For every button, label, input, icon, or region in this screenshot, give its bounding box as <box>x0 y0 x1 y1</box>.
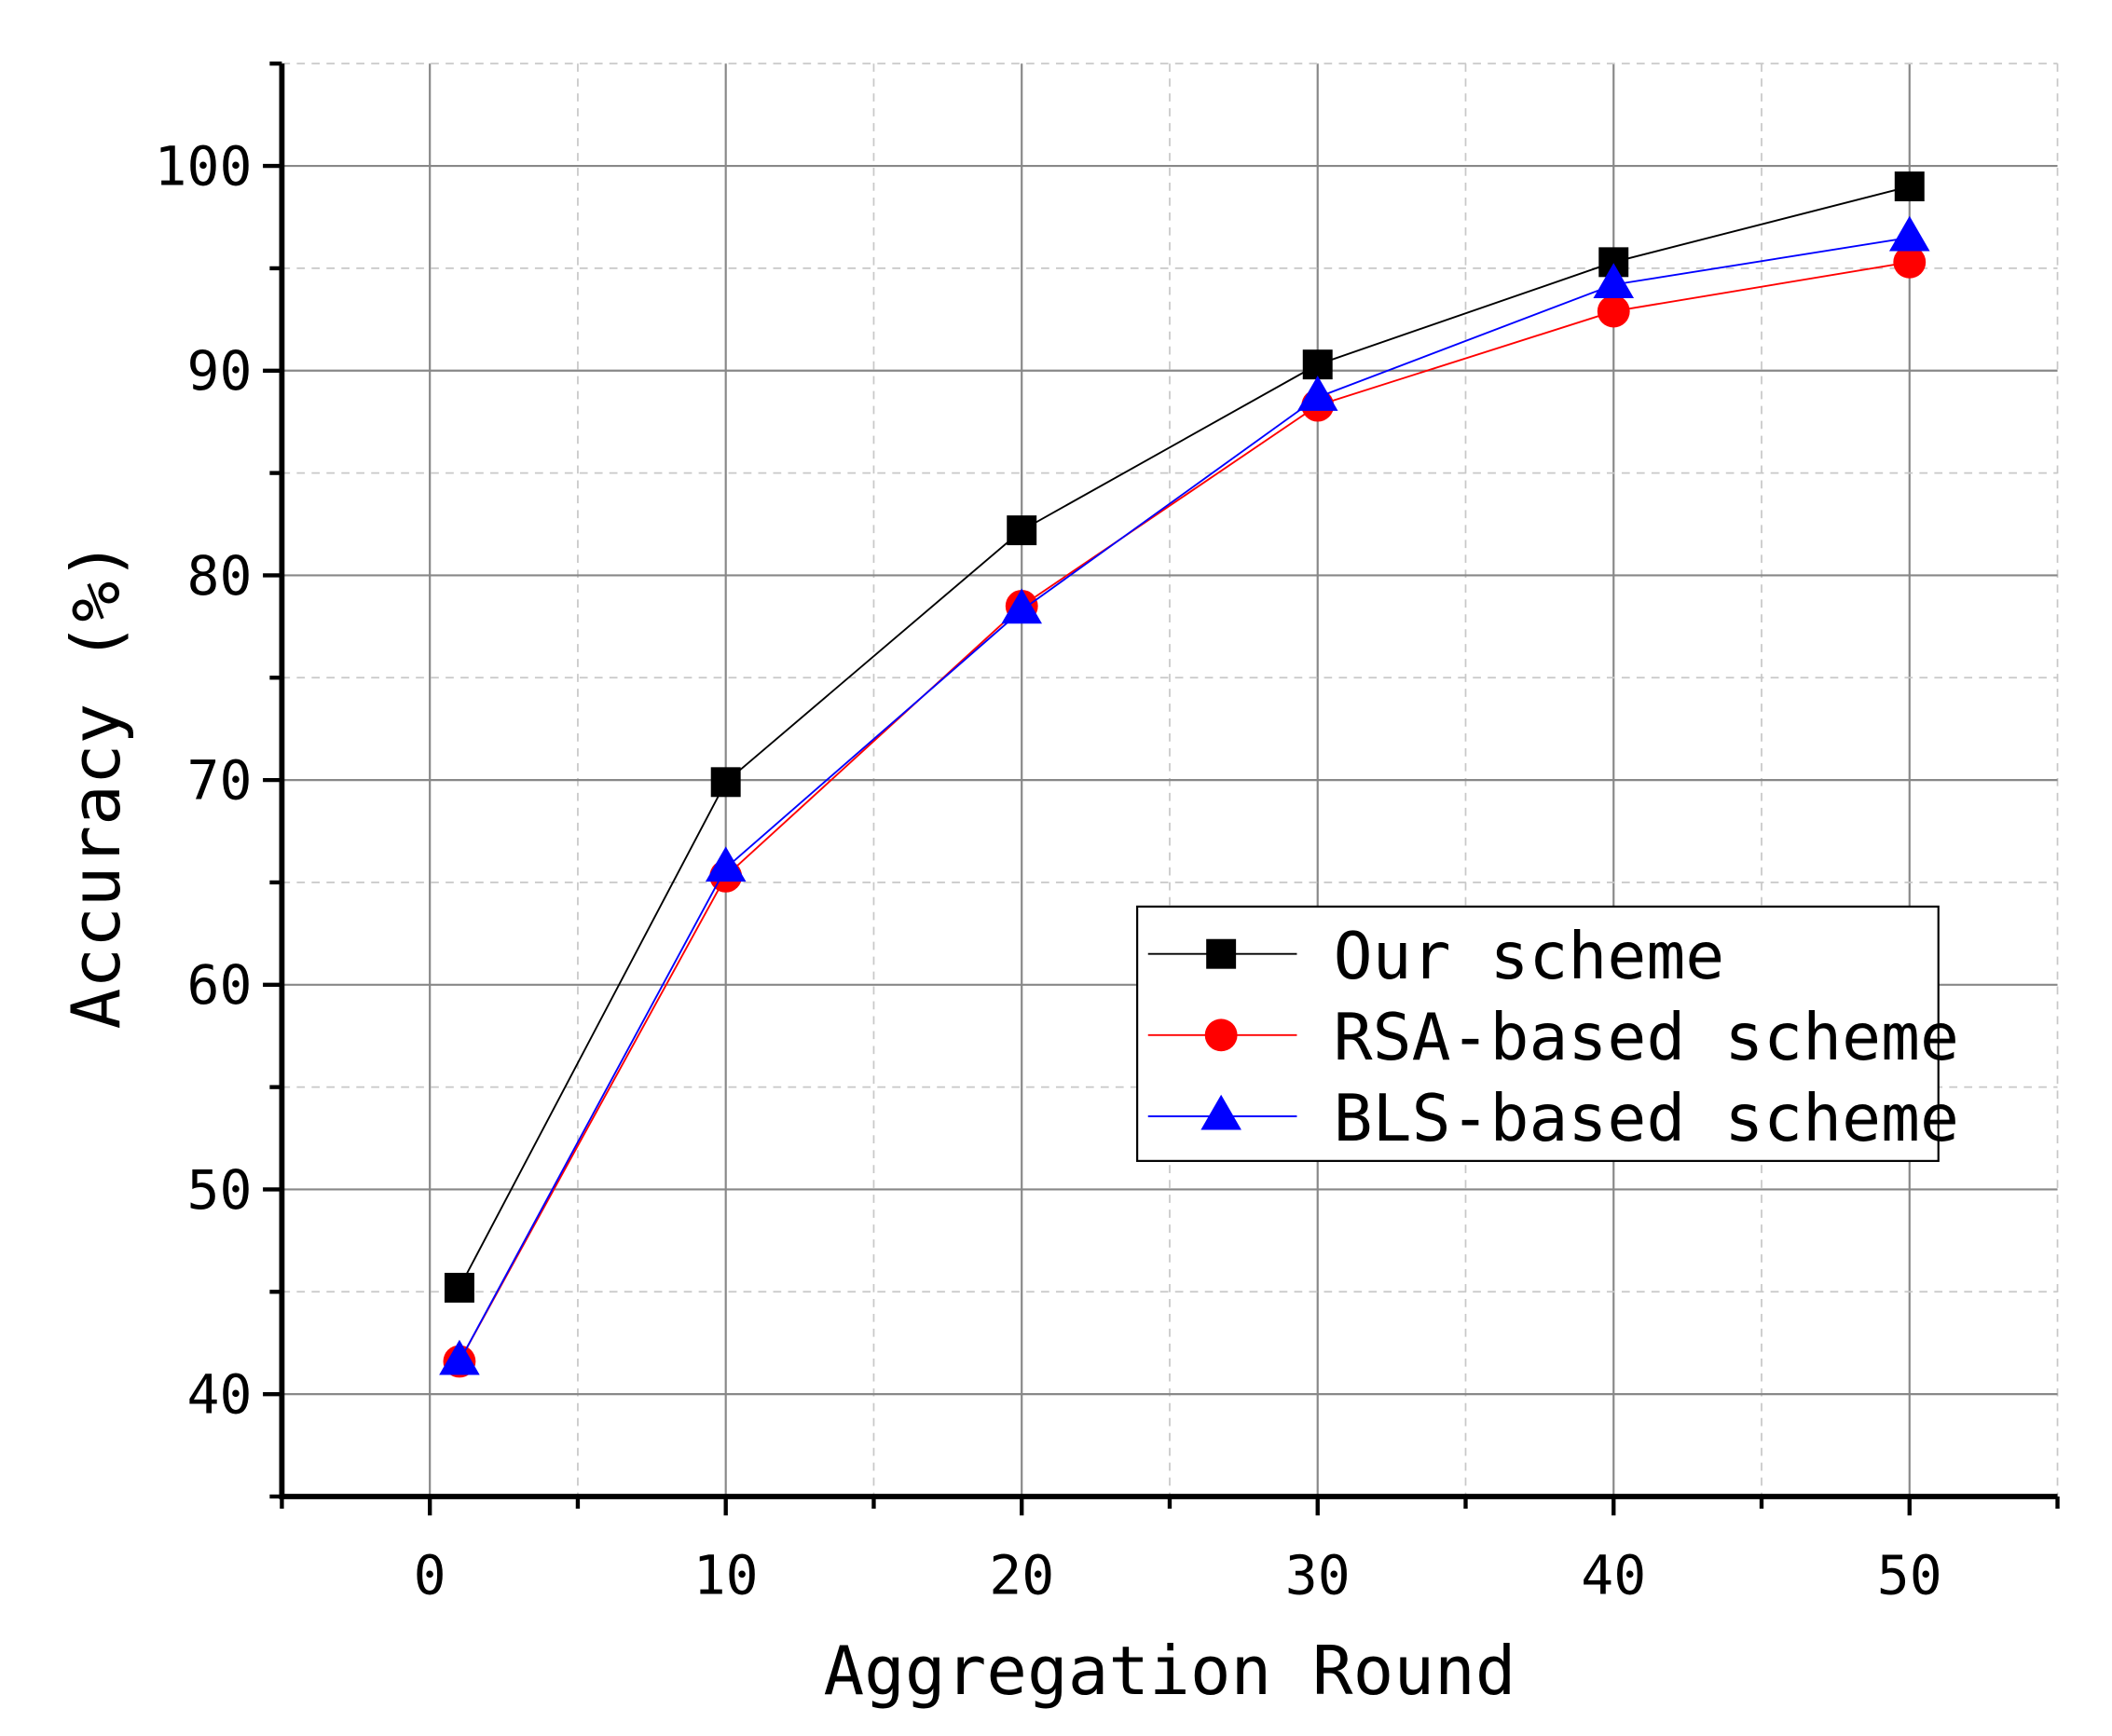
series-line-our-scheme <box>459 185 1911 1289</box>
data-point-our-scheme <box>444 1272 474 1303</box>
y-tick-label: 100 <box>155 134 253 198</box>
x-tick-label: 0 <box>414 1544 446 1607</box>
data-point-bls-based-scheme <box>1593 263 1635 299</box>
legend-marker-our-scheme <box>1206 938 1237 969</box>
data-point-our-scheme <box>1302 349 1333 380</box>
legend-box <box>1136 905 1940 1162</box>
y-tick-label: 40 <box>187 1362 253 1426</box>
legend-marker-rsa-based-scheme <box>1204 1018 1238 1052</box>
y-tick-label: 90 <box>187 339 253 403</box>
x-tick-label: 20 <box>989 1544 1054 1607</box>
data-point-bls-based-scheme <box>705 846 747 882</box>
x-tick-label: 40 <box>1581 1544 1646 1607</box>
grid <box>281 62 2059 1497</box>
data-point-bls-based-scheme <box>439 1339 480 1375</box>
data-point-our-scheme <box>1894 171 1925 202</box>
data-point-bls-based-scheme <box>1296 376 1338 411</box>
data-point-rsa-based-scheme <box>1893 245 1927 279</box>
series-layer <box>439 171 1930 1378</box>
y-axis-label: Accuracy (%) <box>58 540 136 1029</box>
data-point-bls-based-scheme <box>1888 215 1930 252</box>
y-tick-label: 70 <box>187 748 253 812</box>
series-line-bls-based-scheme <box>459 237 1910 1362</box>
x-tick-label: 10 <box>693 1544 759 1607</box>
legend-label-bls-based-scheme: BLS-based scheme <box>1334 1081 1959 1156</box>
axes: 0 10 20 30 40 50 40 50 60 70 80 90 100 <box>155 62 2060 1607</box>
y-tick-label: 80 <box>187 544 253 608</box>
x-axis-label: Aggregation Round <box>823 1633 1515 1711</box>
legend-label-rsa-based-scheme: RSA-based scheme <box>1334 1000 1959 1075</box>
series-line-rsa-based-scheme <box>459 261 1910 1362</box>
data-point-our-scheme <box>1007 515 1037 546</box>
x-tick-label: 30 <box>1285 1544 1351 1607</box>
legend-marker-bls-based-scheme <box>1200 1094 1241 1130</box>
legend-label-our-scheme: Our scheme <box>1334 919 1725 994</box>
data-point-bls-based-scheme <box>1001 588 1042 624</box>
x-tick-label: 50 <box>1877 1544 1942 1607</box>
data-point-our-scheme <box>710 767 741 798</box>
y-tick-label: 60 <box>187 953 253 1017</box>
y-tick-label: 50 <box>187 1158 253 1222</box>
data-point-rsa-based-scheme <box>1597 294 1630 328</box>
